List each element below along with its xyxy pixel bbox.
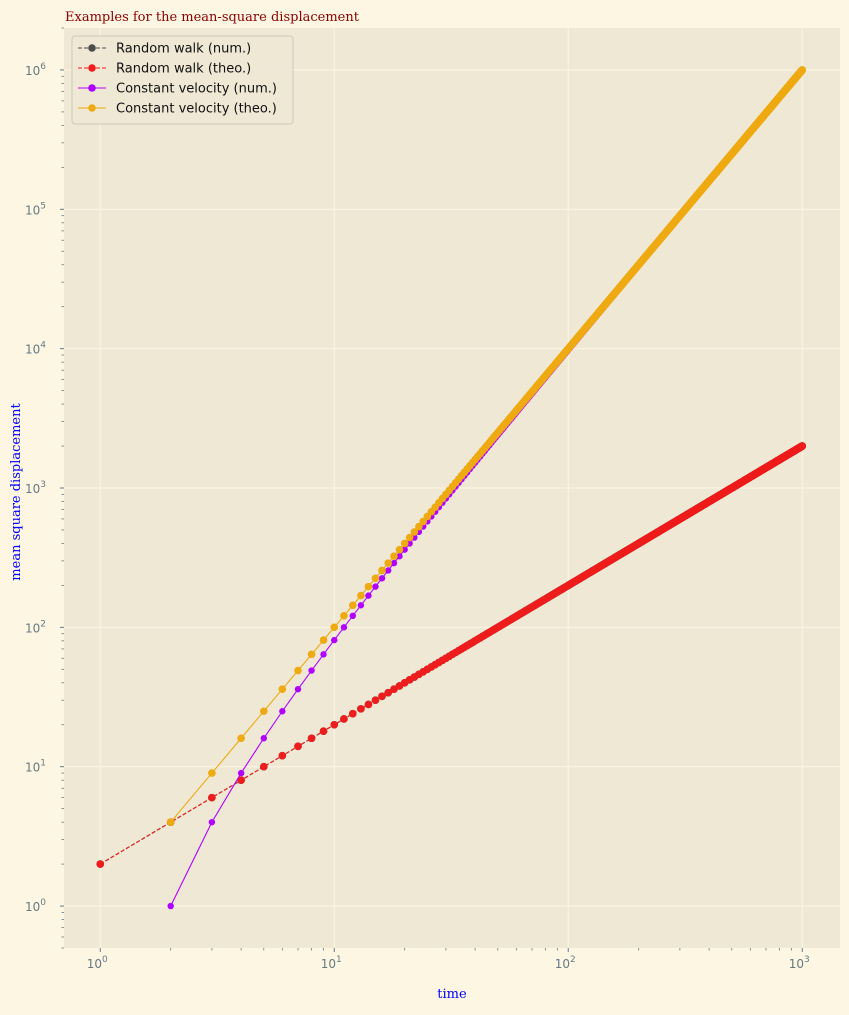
data-point — [357, 591, 365, 600]
data-point — [260, 707, 268, 716]
data-point — [340, 715, 348, 723]
data-point — [319, 727, 328, 735]
data-point — [331, 636, 338, 644]
data-point — [395, 545, 404, 554]
legend-label: Constant velocity (num.) — [116, 82, 277, 97]
data-point — [278, 685, 287, 693]
legend-marker — [88, 44, 96, 52]
data-point — [349, 612, 356, 620]
data-point — [378, 566, 386, 575]
x-tick-label: 100 — [87, 955, 108, 971]
data-point — [237, 769, 245, 777]
data-point — [278, 751, 287, 760]
data-point — [410, 528, 419, 536]
data-point — [319, 636, 328, 644]
y-tick-label: 102 — [25, 619, 46, 635]
legend-box — [71, 35, 294, 125]
legend-marker — [88, 64, 96, 72]
data-point — [798, 66, 807, 74]
data-point — [390, 559, 398, 567]
x-tick-label: 102 — [555, 955, 576, 971]
data-point — [348, 709, 357, 718]
grid-layer — [64, 28, 840, 948]
data-point — [357, 705, 365, 713]
data-point — [96, 860, 105, 868]
legend-label: Random walk (num.) — [116, 42, 251, 57]
data-point — [372, 583, 379, 590]
x-tick-label: 103 — [789, 955, 810, 971]
data-point — [384, 688, 392, 697]
y-tick-label: 100 — [25, 898, 46, 914]
data-point — [365, 592, 372, 599]
legend-label: Random walk (theo.) — [116, 62, 251, 77]
data-point — [340, 612, 348, 620]
data-point — [400, 539, 409, 548]
tick-layer: 100 101 102 103 100 101 102 103 104 105 106 — [25, 27, 810, 971]
data-point — [208, 818, 216, 826]
data-point — [348, 601, 357, 610]
data-point — [378, 575, 386, 582]
data-point — [237, 734, 245, 743]
data-point — [320, 651, 327, 658]
y-axis-label: mean square displacement — [9, 403, 24, 581]
data-point — [390, 552, 398, 561]
series-2 — [96, 442, 807, 868]
data-point — [357, 602, 365, 609]
data-point — [237, 776, 245, 785]
data-point — [371, 574, 380, 583]
y-tick-label: 103 — [25, 480, 46, 496]
data-point — [260, 762, 268, 771]
legend: Random walk (num.) Random walk (theo.) Con… — [71, 35, 294, 125]
data-point — [208, 793, 216, 802]
data-point — [208, 769, 216, 777]
data-point — [384, 567, 392, 574]
data-point — [371, 696, 380, 705]
x-axis-label: time — [437, 987, 467, 1002]
data-point — [279, 708, 286, 715]
legend-marker — [88, 84, 96, 92]
y-tick-label: 106 — [25, 62, 46, 78]
data-point — [308, 667, 315, 674]
data-point — [330, 623, 339, 632]
data-point — [307, 650, 316, 659]
data-point — [378, 692, 386, 701]
series-layer — [96, 66, 807, 910]
y-tick-label: 105 — [25, 201, 46, 217]
legend-label: Constant velocity (theo.) — [116, 102, 277, 117]
data-point — [384, 559, 392, 567]
data-point — [401, 546, 408, 553]
chart-title: Examples for the mean-square displacemen… — [65, 10, 360, 25]
data-point — [167, 902, 174, 910]
data-point — [307, 734, 316, 743]
data-point — [294, 742, 302, 751]
data-point — [390, 685, 398, 693]
data-point — [396, 553, 403, 560]
data-point — [364, 582, 373, 591]
x-tick-label: 101 — [321, 955, 342, 971]
data-point — [405, 533, 414, 542]
data-point — [364, 700, 373, 709]
data-point — [166, 818, 175, 826]
legend-marker — [88, 104, 96, 112]
series-4 — [166, 66, 807, 826]
data-point — [798, 442, 807, 450]
data-point — [294, 685, 302, 693]
data-point — [340, 624, 348, 631]
y-tick-label: 101 — [25, 759, 46, 775]
data-point — [294, 666, 302, 675]
data-point — [330, 720, 339, 729]
y-tick-label: 104 — [25, 341, 46, 357]
data-point — [415, 522, 423, 531]
data-point — [260, 735, 267, 742]
